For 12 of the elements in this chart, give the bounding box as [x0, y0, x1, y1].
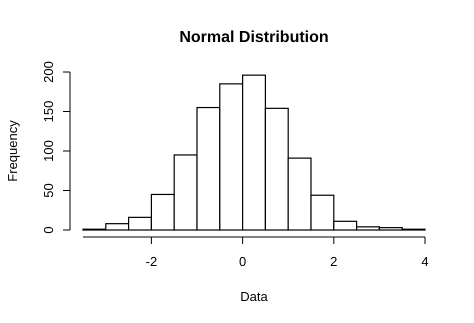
x-tick-label: -2 [146, 254, 158, 269]
y-tick-label: 150 [41, 100, 56, 122]
x-tick-label: 2 [330, 254, 338, 269]
x-axis-title: Data [240, 289, 268, 304]
x-tick-label: 4 [421, 254, 429, 269]
y-tick-label: 100 [41, 140, 56, 162]
y-tick-label: 200 [41, 61, 56, 83]
x-tick-label: 0 [238, 254, 246, 269]
chart-title: Normal Distribution [179, 29, 329, 46]
y-tick-label: 0 [41, 226, 56, 234]
y-tick-label: 50 [41, 183, 56, 198]
y-axis-title: Frequency [5, 120, 20, 182]
